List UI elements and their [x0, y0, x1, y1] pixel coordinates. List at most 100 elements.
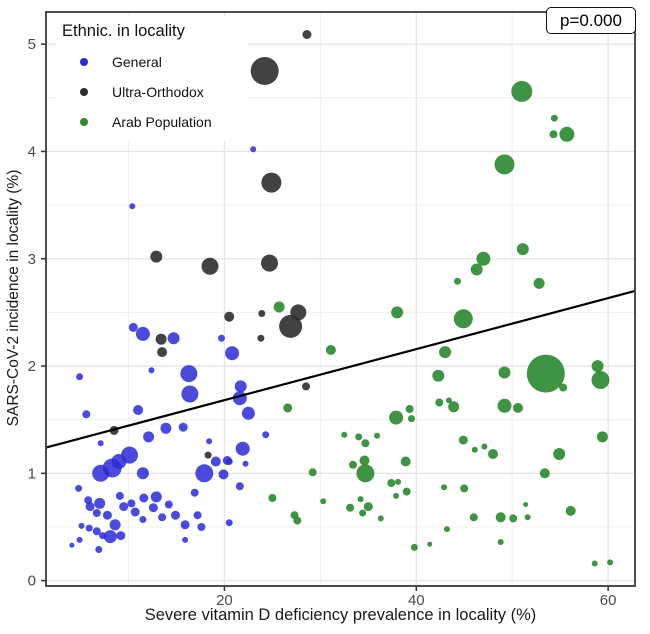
bubble-general[interactable]	[82, 410, 91, 419]
bubble-arab-population[interactable]	[526, 354, 565, 393]
bubble-general[interactable]	[130, 507, 140, 517]
bubble-arab-population[interactable]	[359, 509, 367, 517]
bubble-general[interactable]	[210, 456, 221, 467]
bubble-general[interactable]	[150, 491, 162, 503]
bubble-general[interactable]	[225, 346, 240, 361]
bubble-general[interactable]	[206, 438, 213, 445]
bubble-arab-population[interactable]	[387, 479, 396, 487]
bubble-arab-population[interactable]	[325, 345, 336, 355]
bubble-ultra-orthodox[interactable]	[258, 310, 266, 317]
bubble-general[interactable]	[171, 510, 180, 520]
bubble-arab-population[interactable]	[488, 449, 498, 459]
bubble-general[interactable]	[94, 497, 106, 509]
bubble-arab-population[interactable]	[374, 432, 380, 439]
bubble-arab-population[interactable]	[481, 443, 488, 450]
bubble-general[interactable]	[136, 467, 149, 480]
bubble-arab-population[interactable]	[355, 433, 363, 441]
bubble-arab-population[interactable]	[591, 360, 604, 373]
bubble-general[interactable]	[158, 513, 167, 522]
bubble-arab-population[interactable]	[513, 402, 523, 413]
bubble-arab-population[interactable]	[470, 263, 483, 276]
bubble-general[interactable]	[85, 502, 95, 512]
bubble-arab-population[interactable]	[349, 460, 357, 469]
bubble-arab-population[interactable]	[497, 539, 504, 545]
bubble-arab-population[interactable]	[293, 516, 302, 525]
bubble-arab-population[interactable]	[410, 543, 418, 551]
bubble-general[interactable]	[164, 500, 173, 509]
bubble-arab-population[interactable]	[400, 456, 411, 467]
bubble-arab-population[interactable]	[458, 435, 468, 445]
bubble-general[interactable]	[235, 482, 244, 491]
bubble-ultra-orthodox[interactable]	[224, 311, 235, 322]
bubble-arab-population[interactable]	[377, 515, 384, 522]
bubble-arab-population[interactable]	[273, 301, 285, 313]
bubble-general[interactable]	[160, 422, 172, 434]
bubble-arab-population[interactable]	[476, 251, 491, 266]
bubble-arab-population[interactable]	[596, 431, 608, 443]
bubble-arab-population[interactable]	[445, 397, 452, 404]
bubble-general[interactable]	[250, 146, 257, 153]
bubble-general[interactable]	[121, 446, 138, 464]
bubble-arab-population[interactable]	[448, 401, 460, 413]
bubble-ultra-orthodox[interactable]	[204, 451, 212, 459]
bubble-arab-population[interactable]	[356, 464, 375, 483]
bubble-arab-population[interactable]	[549, 130, 558, 139]
bubble-general[interactable]	[139, 493, 149, 503]
bubble-general[interactable]	[218, 334, 225, 342]
bubble-ultra-orthodox[interactable]	[250, 57, 279, 85]
bubble-arab-population[interactable]	[524, 514, 531, 521]
bubble-general[interactable]	[116, 531, 126, 541]
bubble-arab-population[interactable]	[346, 503, 355, 512]
bubble-general[interactable]	[135, 326, 150, 341]
bubble-arab-population[interactable]	[432, 369, 445, 382]
bubble-arab-population[interactable]	[363, 502, 373, 512]
bubble-ultra-orthodox[interactable]	[302, 382, 310, 391]
bubble-arab-population[interactable]	[550, 114, 558, 122]
bubble-general[interactable]	[78, 522, 85, 529]
bubble-arab-population[interactable]	[469, 513, 478, 522]
bubble-arab-population[interactable]	[516, 243, 529, 256]
bubble-arab-population[interactable]	[495, 512, 506, 523]
bubble-general[interactable]	[143, 431, 155, 443]
bubble-ultra-orthodox[interactable]	[261, 254, 278, 272]
bubble-ultra-orthodox[interactable]	[157, 347, 168, 358]
bubble-arab-population[interactable]	[565, 505, 576, 516]
bubble-general[interactable]	[92, 509, 101, 517]
bubble-general[interactable]	[262, 431, 270, 439]
bubble-ultra-orthodox[interactable]	[257, 334, 265, 342]
bubble-general[interactable]	[95, 546, 103, 553]
bubble-ultra-orthodox[interactable]	[201, 257, 219, 275]
bubble-general[interactable]	[148, 367, 155, 374]
bubble-general[interactable]	[97, 440, 104, 447]
bubble-arab-population[interactable]	[435, 398, 444, 407]
bubble-general[interactable]	[234, 380, 247, 393]
bubble-arab-population[interactable]	[591, 560, 598, 567]
bubble-arab-population[interactable]	[427, 541, 433, 547]
legend-item-arab-population[interactable]: Arab Population	[62, 107, 248, 137]
bubble-general[interactable]	[127, 499, 136, 508]
bubble-arab-population[interactable]	[539, 468, 550, 479]
bubble-arab-population[interactable]	[559, 126, 575, 142]
bubble-arab-population[interactable]	[402, 487, 411, 496]
bubble-arab-population[interactable]	[395, 478, 402, 485]
bubble-general[interactable]	[139, 516, 147, 523]
bubble-arab-population[interactable]	[471, 446, 478, 453]
bubble-general[interactable]	[76, 373, 84, 381]
bubble-arab-population[interactable]	[359, 455, 370, 466]
bubble-general[interactable]	[76, 536, 83, 543]
bubble-general[interactable]	[115, 491, 124, 500]
bubble-arab-population[interactable]	[454, 277, 461, 285]
bubble-arab-population[interactable]	[494, 154, 515, 175]
bubble-general[interactable]	[181, 385, 199, 403]
bubble-general[interactable]	[119, 502, 129, 512]
bubble-general[interactable]	[241, 406, 255, 420]
bubble-arab-population[interactable]	[497, 398, 512, 413]
bubble-general[interactable]	[197, 523, 206, 531]
bubble-general[interactable]	[109, 519, 121, 531]
bubble-arab-population[interactable]	[533, 277, 545, 289]
bubble-arab-population[interactable]	[308, 468, 317, 477]
bubble-arab-population[interactable]	[389, 410, 404, 425]
bubble-arab-population[interactable]	[283, 403, 293, 413]
bubble-arab-population[interactable]	[320, 498, 327, 505]
bubble-arab-population[interactable]	[511, 80, 533, 102]
